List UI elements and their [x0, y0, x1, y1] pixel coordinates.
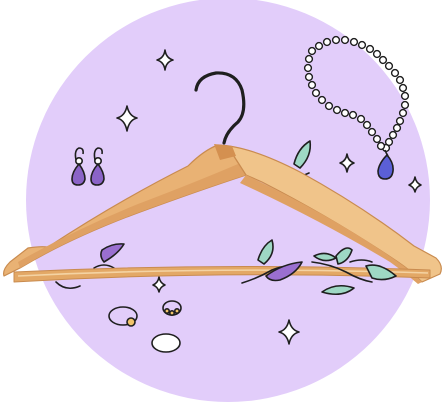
pearl [400, 91, 410, 101]
leaf-vine-icon [241, 239, 397, 296]
ring-icon [151, 333, 181, 353]
pearl [392, 123, 402, 133]
hanger-icon [3, 144, 442, 284]
pearl [372, 49, 382, 59]
pearl [390, 68, 400, 78]
leaf-vine-icon [55, 243, 125, 290]
pearl [322, 37, 332, 47]
pearl [395, 75, 405, 85]
pearl [356, 114, 366, 124]
pearl [378, 55, 388, 65]
pearl [395, 116, 405, 126]
pearl [365, 44, 375, 54]
sparkle-icon [156, 49, 174, 71]
ring-icon [108, 306, 138, 326]
necklace-pendant [377, 153, 394, 180]
pearl [331, 35, 341, 45]
sparkle-icon [408, 176, 422, 193]
pearl [357, 40, 367, 50]
pearl [398, 83, 408, 93]
sparkle-icons [116, 49, 422, 345]
pearl [307, 80, 317, 90]
pearl [324, 101, 334, 111]
ring-icons [108, 300, 182, 353]
pearl [388, 130, 398, 140]
pearl [311, 88, 321, 98]
pearl [362, 120, 372, 130]
sparkle-icon [339, 153, 355, 173]
pearl [340, 35, 350, 45]
pearl [332, 105, 342, 115]
earrings-icon [71, 147, 105, 186]
pearl [317, 95, 327, 105]
sparkle-icon [278, 319, 300, 345]
pearl [340, 108, 350, 118]
pearl [376, 141, 386, 151]
background-circle [26, 0, 430, 402]
pearl [348, 110, 358, 120]
necklace-icon [303, 35, 410, 180]
sparkle-icon [152, 276, 166, 293]
pearl [367, 127, 377, 137]
pearl [400, 100, 410, 110]
pearl [307, 46, 317, 56]
hanger-hook [194, 71, 246, 145]
pearl [349, 37, 359, 47]
pearl [372, 134, 382, 144]
pearl [303, 63, 313, 73]
pearl [304, 54, 314, 64]
sparkle-icon [116, 105, 138, 132]
pearl [384, 61, 394, 71]
pearl [304, 72, 314, 82]
pearl [314, 41, 324, 51]
pearl [398, 108, 408, 118]
